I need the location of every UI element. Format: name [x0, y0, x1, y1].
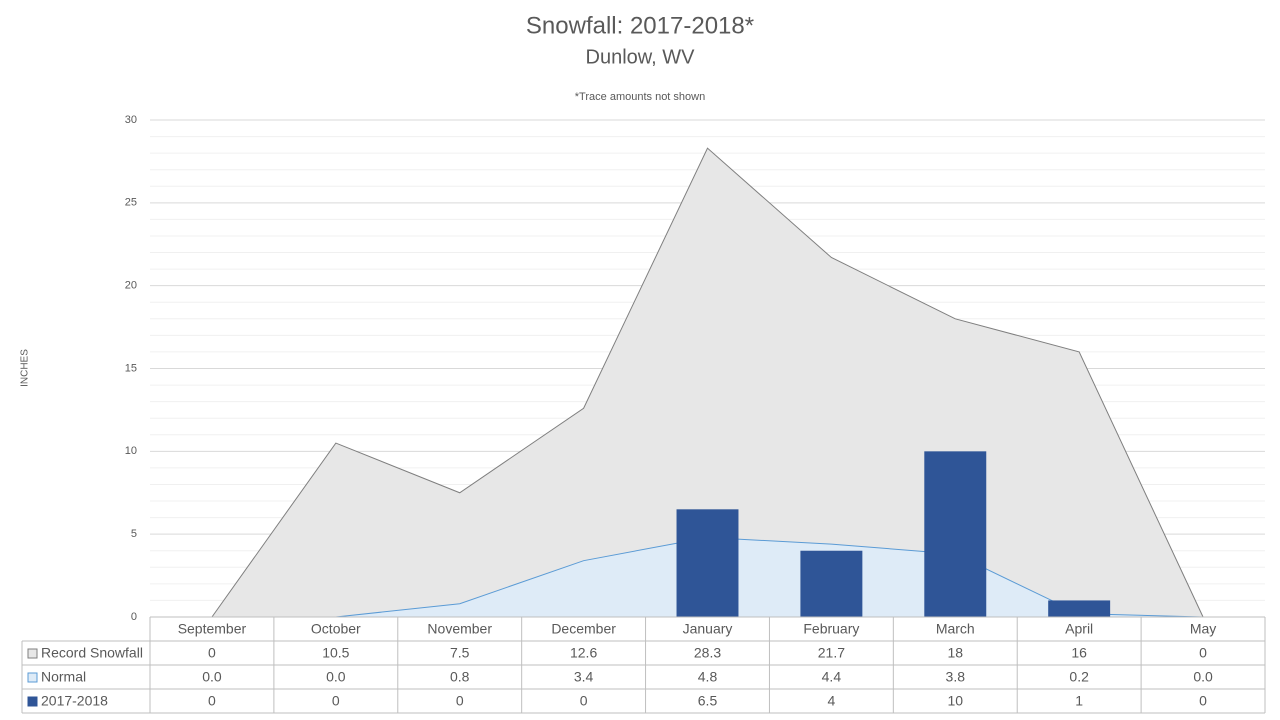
bar	[800, 550, 863, 617]
table-value: 0	[208, 645, 216, 661]
y-tick-label: 0	[131, 611, 137, 623]
legend-label: Record Snowfall	[41, 645, 143, 661]
table-value: 10	[947, 693, 963, 709]
y-tick-label: 10	[125, 445, 137, 457]
x-tick-label: February	[803, 621, 859, 637]
x-tick-label: January	[683, 621, 733, 637]
table-value: 0.0	[1193, 669, 1213, 685]
table-value: 16	[1071, 645, 1087, 661]
table-value: 0	[208, 693, 216, 709]
legend-label: 2017-2018	[41, 693, 108, 709]
y-tick-label: 30	[125, 114, 137, 126]
table-value: 10.5	[322, 645, 349, 661]
table-value: 3.8	[946, 669, 966, 685]
table-value: 0	[580, 693, 588, 709]
table-value: 21.7	[818, 645, 845, 661]
x-tick-label: November	[427, 621, 492, 637]
legend-key	[27, 648, 38, 659]
legend-key	[27, 696, 38, 707]
table-value: 4.4	[822, 669, 842, 685]
bar	[1048, 600, 1111, 617]
table-value: 0	[456, 693, 464, 709]
table-value: 12.6	[570, 645, 597, 661]
x-tick-label: September	[178, 621, 247, 637]
y-tick-label: 15	[125, 362, 137, 374]
table-value: 4.8	[698, 669, 718, 685]
x-tick-label: May	[1190, 621, 1216, 637]
area-line	[211, 147, 1204, 618]
y-tick-label: 20	[125, 280, 137, 292]
table-value: 1	[1075, 693, 1083, 709]
table-value: 3.4	[574, 669, 594, 685]
bar	[924, 451, 987, 617]
x-tick-label: April	[1065, 621, 1093, 637]
x-tick-label: March	[936, 621, 975, 637]
table-value: 0.0	[202, 669, 222, 685]
x-tick-label: December	[551, 621, 616, 637]
x-tick-label: October	[311, 621, 361, 637]
table-value: 0	[1199, 645, 1207, 661]
legend-key	[27, 672, 38, 683]
table-value: 0	[1199, 693, 1207, 709]
chart-title: Snowfall: 2017-2018*	[526, 12, 754, 39]
table-value: 0	[332, 693, 340, 709]
y-tick-label: 5	[131, 528, 137, 540]
table-value: 18	[947, 645, 963, 661]
annotation: *Trace amounts not shown	[575, 91, 705, 103]
table-value: 7.5	[450, 645, 470, 661]
y-axis-label: INCHES	[20, 349, 31, 387]
y-tick-label: 25	[125, 197, 137, 209]
legend-label: Normal	[41, 669, 86, 685]
table-value: 6.5	[698, 693, 718, 709]
table-value: 0.0	[326, 669, 346, 685]
table-value: 0.8	[450, 669, 470, 685]
bar	[676, 509, 739, 617]
table-value: 0.2	[1069, 669, 1089, 685]
table-value: 4	[827, 693, 835, 709]
table-value: 28.3	[694, 645, 721, 661]
chart-subtitle: Dunlow, WV	[586, 46, 696, 68]
